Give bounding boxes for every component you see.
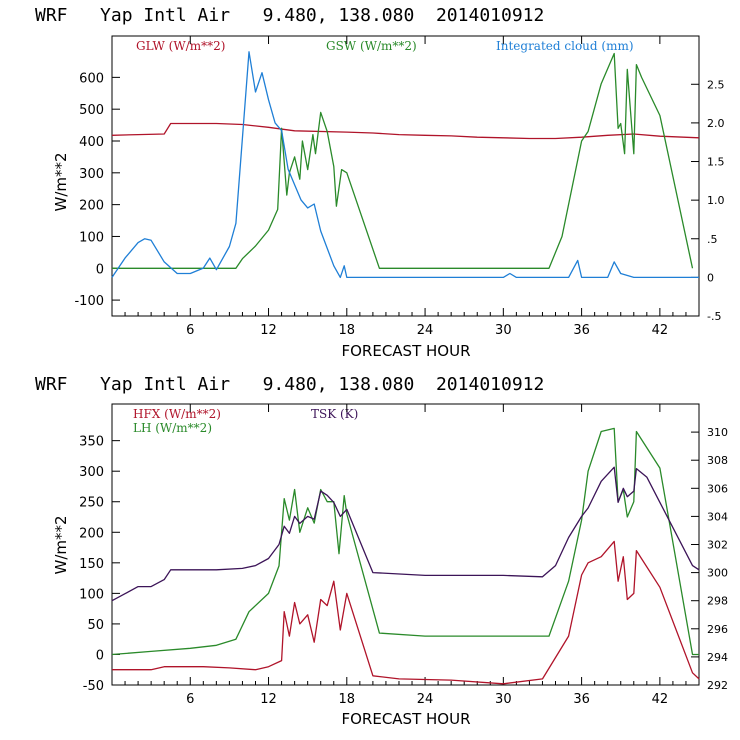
y2-tick-label: 308 (707, 454, 728, 467)
y2-tick-label: 2.0 (707, 117, 725, 130)
y-tick-label: 0 (96, 262, 104, 277)
y2-tick-label: 302 (707, 539, 728, 552)
x-tick-label: 42 (652, 692, 669, 707)
x-axis-label: FORECAST HOUR (341, 710, 470, 728)
series-line-1 (111, 427, 699, 656)
x-tick-label: 36 (573, 692, 590, 707)
series-line-1 (112, 52, 694, 269)
x-tick-label: 12 (260, 323, 277, 338)
y2-tick-label: 310 (707, 426, 728, 439)
panel-title: WRF Yap Intl Air 9.480, 138.080 20140109… (35, 5, 544, 26)
series-line-0 (112, 540, 700, 685)
x-tick-label: 30 (495, 323, 512, 338)
y2-tick-label: 296 (707, 623, 728, 636)
x-tick-label: 6 (186, 692, 194, 707)
x-tick-label: 36 (573, 323, 590, 338)
x-tick-label: 42 (652, 323, 669, 338)
y2-tick-label: 304 (707, 510, 728, 523)
y-tick-label: 300 (79, 167, 104, 182)
y-tick-label: 300 (79, 465, 104, 480)
series-line-2 (111, 51, 699, 279)
y-tick-label: 200 (79, 199, 104, 214)
x-tick-label: 18 (339, 323, 356, 338)
y-tick-label: 250 (79, 496, 104, 511)
y-tick-label: 100 (79, 587, 104, 602)
legend-gsw: GSW (W/m**2) (326, 39, 417, 53)
y-tick-label: 0 (96, 648, 104, 663)
y2-tick-label: 1.0 (707, 194, 725, 207)
y-tick-label: 400 (79, 135, 104, 150)
legend-hfx: HFX (W/m**2) (133, 407, 221, 421)
series-line-2 (111, 466, 700, 602)
x-tick-label: 30 (495, 692, 512, 707)
y2-tick-label: 0 (707, 271, 714, 284)
y2-tick-label: .5 (707, 233, 718, 246)
y-tick-label: 50 (87, 618, 104, 633)
upper-panel: WRF Yap Intl Air 9.480, 138.080 20140109… (35, 5, 725, 360)
y2-tick-label: 294 (707, 651, 728, 664)
y2-tick-label: -.5 (707, 310, 721, 323)
legend-tsk: TSK (K) (311, 407, 358, 421)
panel-title: WRF Yap Intl Air 9.480, 138.080 20140109… (35, 374, 544, 395)
series-line-0 (111, 122, 700, 140)
x-tick-label: 18 (339, 692, 356, 707)
y-tick-label: 200 (79, 526, 104, 541)
y-tick-label: 350 (79, 435, 104, 450)
y2-tick-label: 292 (707, 679, 728, 692)
y-tick-label: -100 (74, 294, 104, 309)
y2-tick-label: 300 (707, 567, 728, 580)
y-axis-label: W/m**2 (52, 152, 70, 211)
y-tick-label: 600 (79, 71, 104, 86)
x-tick-label: 12 (260, 692, 277, 707)
y2-tick-label: 298 (707, 595, 728, 608)
y-tick-label: 500 (79, 103, 104, 118)
plot-frame (111, 35, 700, 317)
legend-cloud: Integrated cloud (mm) (496, 39, 634, 53)
y-axis-label: W/m**2 (52, 515, 70, 574)
x-tick-label: 6 (186, 323, 194, 338)
y-tick-label: 100 (79, 230, 104, 245)
x-axis-label: FORECAST HOUR (341, 342, 470, 360)
lower-panel: WRF Yap Intl Air 9.480, 138.080 20140109… (35, 374, 728, 728)
x-tick-label: 24 (417, 323, 434, 338)
y2-tick-label: 1.5 (707, 156, 725, 169)
y-tick-label: 150 (79, 557, 104, 572)
x-tick-label: 24 (417, 692, 434, 707)
y-tick-label: -50 (83, 679, 104, 694)
y2-tick-label: 306 (707, 482, 728, 495)
legend-glw: GLW (W/m**2) (136, 39, 225, 53)
legend-lh: LH (W/m**2) (133, 421, 212, 435)
y2-tick-label: 2.5 (707, 78, 725, 91)
